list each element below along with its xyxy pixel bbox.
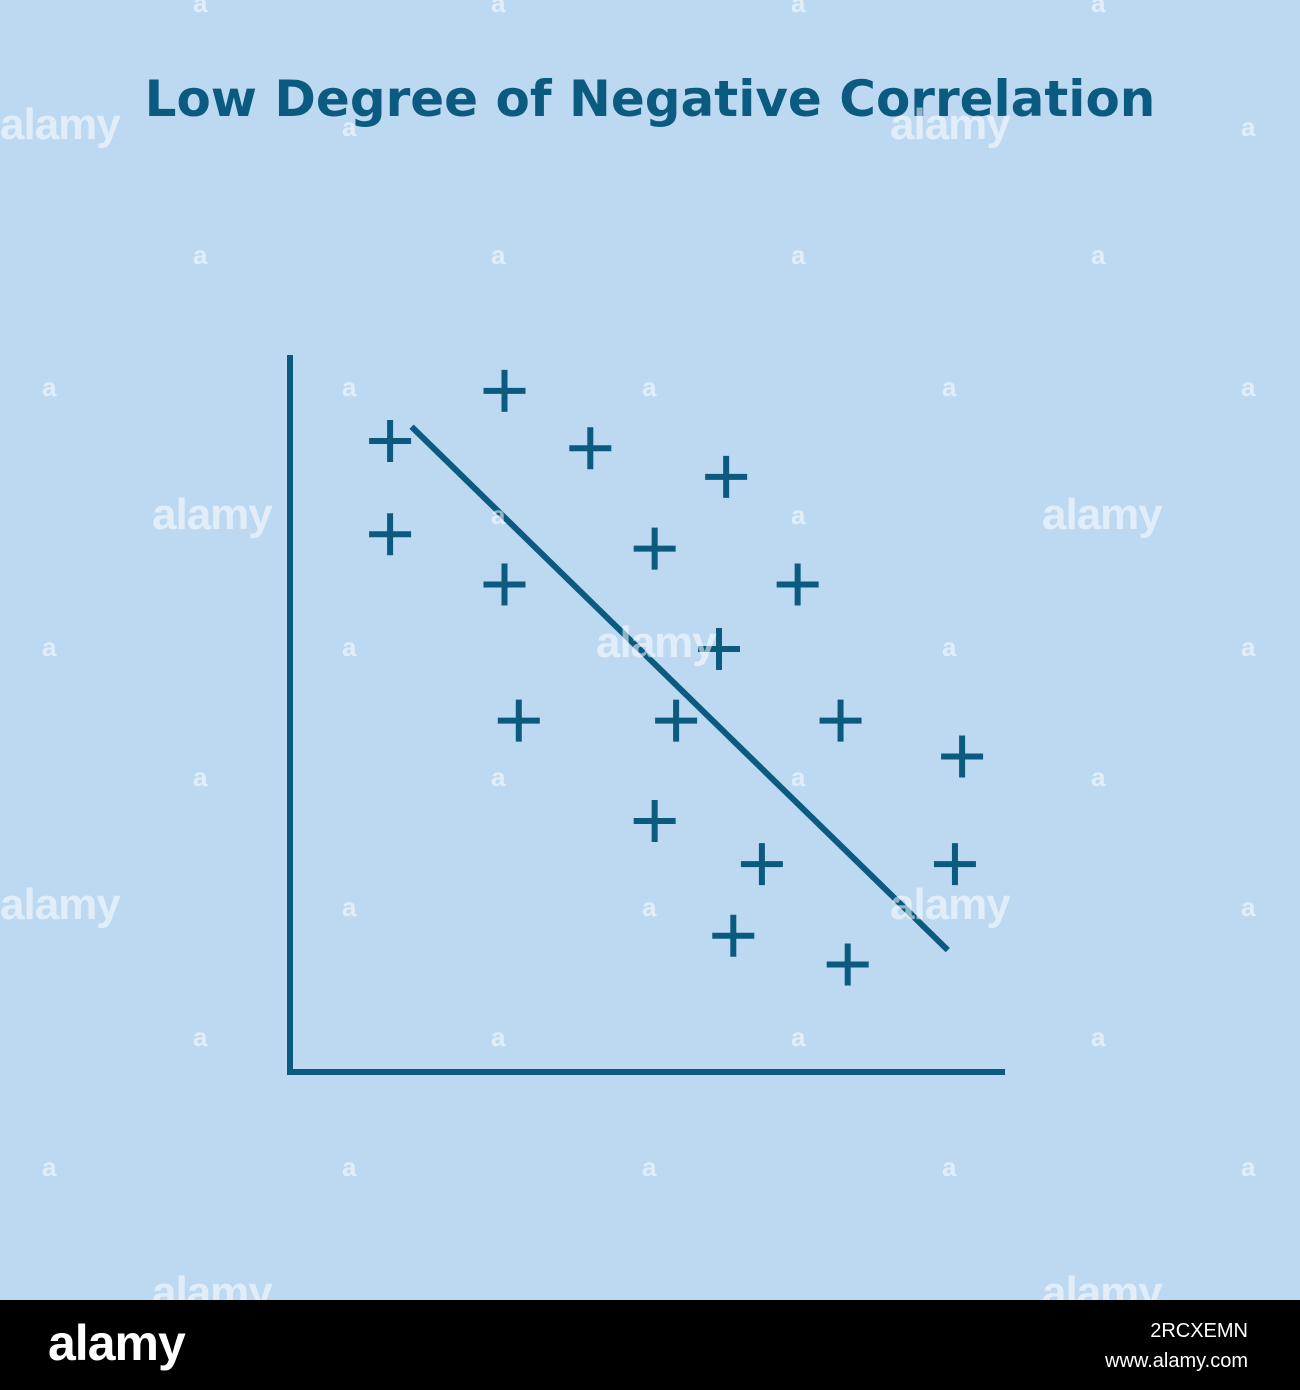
data-point <box>569 427 612 470</box>
data-point <box>633 800 676 843</box>
data-point <box>826 943 869 986</box>
data-point <box>369 420 412 463</box>
data-point <box>633 527 676 570</box>
trend-line <box>409 424 950 953</box>
data-point <box>819 699 862 742</box>
footer-bar: alamy 2RCXEMN www.alamy.com <box>0 1300 1300 1390</box>
data-point <box>941 735 984 778</box>
data-point <box>483 369 526 412</box>
chart-canvas: Low Degree of Negative Correlation alamy… <box>0 0 1300 1300</box>
data-point <box>497 699 540 742</box>
footer-logo: alamy <box>48 1315 186 1371</box>
footer-url: www.alamy.com <box>1105 1350 1248 1372</box>
data-point <box>698 627 740 670</box>
data-point <box>705 455 748 498</box>
data-point <box>933 843 976 886</box>
data-point <box>776 563 819 606</box>
scatter-plot <box>287 355 1005 1075</box>
data-point <box>369 513 412 556</box>
chart-title: Low Degree of Negative Correlation <box>144 70 1156 128</box>
data-point <box>740 843 783 886</box>
data-point <box>655 699 698 742</box>
data-point <box>712 914 755 957</box>
image-id: 2RCXEMN <box>1150 1320 1248 1342</box>
data-point <box>483 563 526 606</box>
